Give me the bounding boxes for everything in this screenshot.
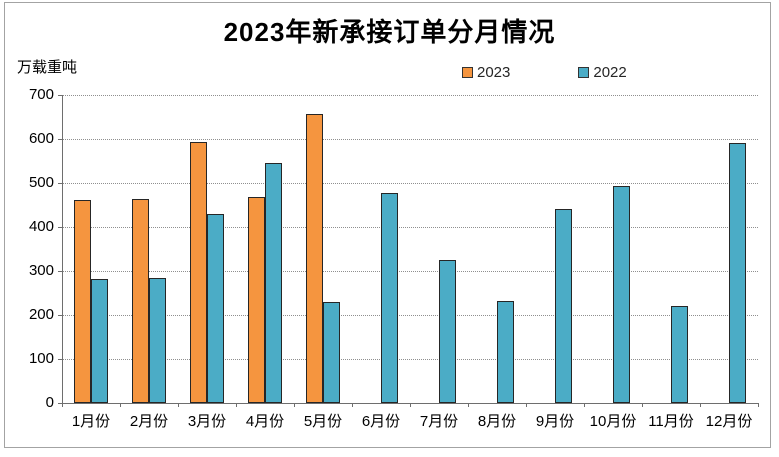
x-tick bbox=[294, 403, 295, 407]
gridline bbox=[62, 271, 758, 272]
x-tick bbox=[236, 403, 237, 407]
bar-2023-2月份 bbox=[132, 199, 149, 403]
y-tick bbox=[58, 403, 62, 404]
y-axis-tick-label: 200 bbox=[28, 306, 54, 323]
bar-2022-11月份 bbox=[671, 305, 688, 403]
x-axis-tick-label: 7月份 bbox=[419, 413, 459, 430]
legend-label-2023: 2023 bbox=[477, 64, 511, 81]
gridline bbox=[62, 139, 758, 140]
bar-2022-9月份 bbox=[555, 208, 572, 403]
y-tick bbox=[58, 95, 62, 96]
bar-2023-5月份 bbox=[306, 113, 323, 403]
bar-2022-5月份 bbox=[323, 301, 340, 403]
gridline bbox=[62, 227, 758, 228]
x-axis-tick-label: 3月份 bbox=[187, 413, 227, 430]
x-axis-tick-label: 11月份 bbox=[648, 413, 694, 430]
x-tick bbox=[352, 403, 353, 407]
y-axis-tick-label: 100 bbox=[28, 350, 54, 367]
bar-2022-3月份 bbox=[207, 213, 224, 403]
x-axis-tick-label: 5月份 bbox=[303, 413, 343, 430]
gridline bbox=[62, 183, 758, 184]
x-axis-tick-label: 4月份 bbox=[245, 413, 285, 430]
bar-2022-12月份 bbox=[729, 142, 746, 403]
x-tick bbox=[584, 403, 585, 407]
y-axis-tick-label: 500 bbox=[28, 174, 54, 191]
gridline bbox=[62, 359, 758, 360]
y-tick bbox=[58, 271, 62, 272]
x-axis-tick-label: 9月份 bbox=[535, 413, 575, 430]
x-tick bbox=[700, 403, 701, 407]
y-tick bbox=[58, 183, 62, 184]
x-axis-tick-label: 8月份 bbox=[477, 413, 517, 430]
x-tick bbox=[410, 403, 411, 407]
bar-2022-4月份 bbox=[265, 162, 282, 403]
legend-item-2023: 2023 bbox=[462, 64, 510, 81]
legend-swatch-2023-icon bbox=[462, 67, 473, 78]
bar-2022-8月份 bbox=[497, 300, 514, 403]
bar-2023-4月份 bbox=[248, 197, 265, 403]
legend-item-2022: 2022 bbox=[578, 64, 627, 81]
x-tick bbox=[526, 403, 527, 407]
x-axis-tick-label: 1月份 bbox=[71, 413, 111, 430]
bar-2022-10月份 bbox=[613, 185, 630, 403]
y-tick bbox=[58, 315, 62, 316]
y-axis-tick-label: 600 bbox=[28, 130, 54, 147]
bar-2022-2月份 bbox=[149, 278, 166, 403]
legend-label-2022: 2022 bbox=[593, 64, 627, 81]
x-tick bbox=[62, 403, 63, 407]
legend: 2023 2022 bbox=[462, 64, 627, 81]
y-axis-tick-label: 300 bbox=[28, 262, 54, 279]
gridline bbox=[62, 315, 758, 316]
y-axis-tick-label: 400 bbox=[28, 218, 54, 235]
x-tick bbox=[178, 403, 179, 407]
y-tick bbox=[58, 359, 62, 360]
legend-swatch-2022-icon bbox=[578, 67, 590, 78]
bar-2023-3月份 bbox=[190, 142, 207, 403]
x-tick bbox=[120, 403, 121, 407]
bar-2022-7月份 bbox=[439, 259, 456, 403]
chart-title: 2023年新承接订单分月情况 bbox=[223, 17, 556, 47]
x-axis-tick-label: 6月份 bbox=[361, 413, 401, 430]
x-tick bbox=[642, 403, 643, 407]
bar-2023-1月份 bbox=[74, 200, 91, 403]
bar-2022-1月份 bbox=[91, 278, 108, 403]
y-axis-tick-label: 0 bbox=[45, 394, 54, 411]
x-tick bbox=[758, 403, 759, 407]
gridline bbox=[62, 95, 758, 96]
bar-2022-6月份 bbox=[381, 193, 398, 403]
y-axis-unit-label: 万载重吨 bbox=[17, 59, 78, 76]
x-axis-tick-label: 2月份 bbox=[129, 413, 169, 430]
y-axis-line bbox=[62, 95, 63, 404]
x-axis-tick-label: 12月份 bbox=[705, 413, 753, 430]
y-tick bbox=[58, 139, 62, 140]
x-tick bbox=[468, 403, 469, 407]
y-tick bbox=[58, 227, 62, 228]
y-axis-tick-label: 700 bbox=[28, 86, 54, 103]
x-axis-tick-label: 10月份 bbox=[589, 413, 637, 430]
